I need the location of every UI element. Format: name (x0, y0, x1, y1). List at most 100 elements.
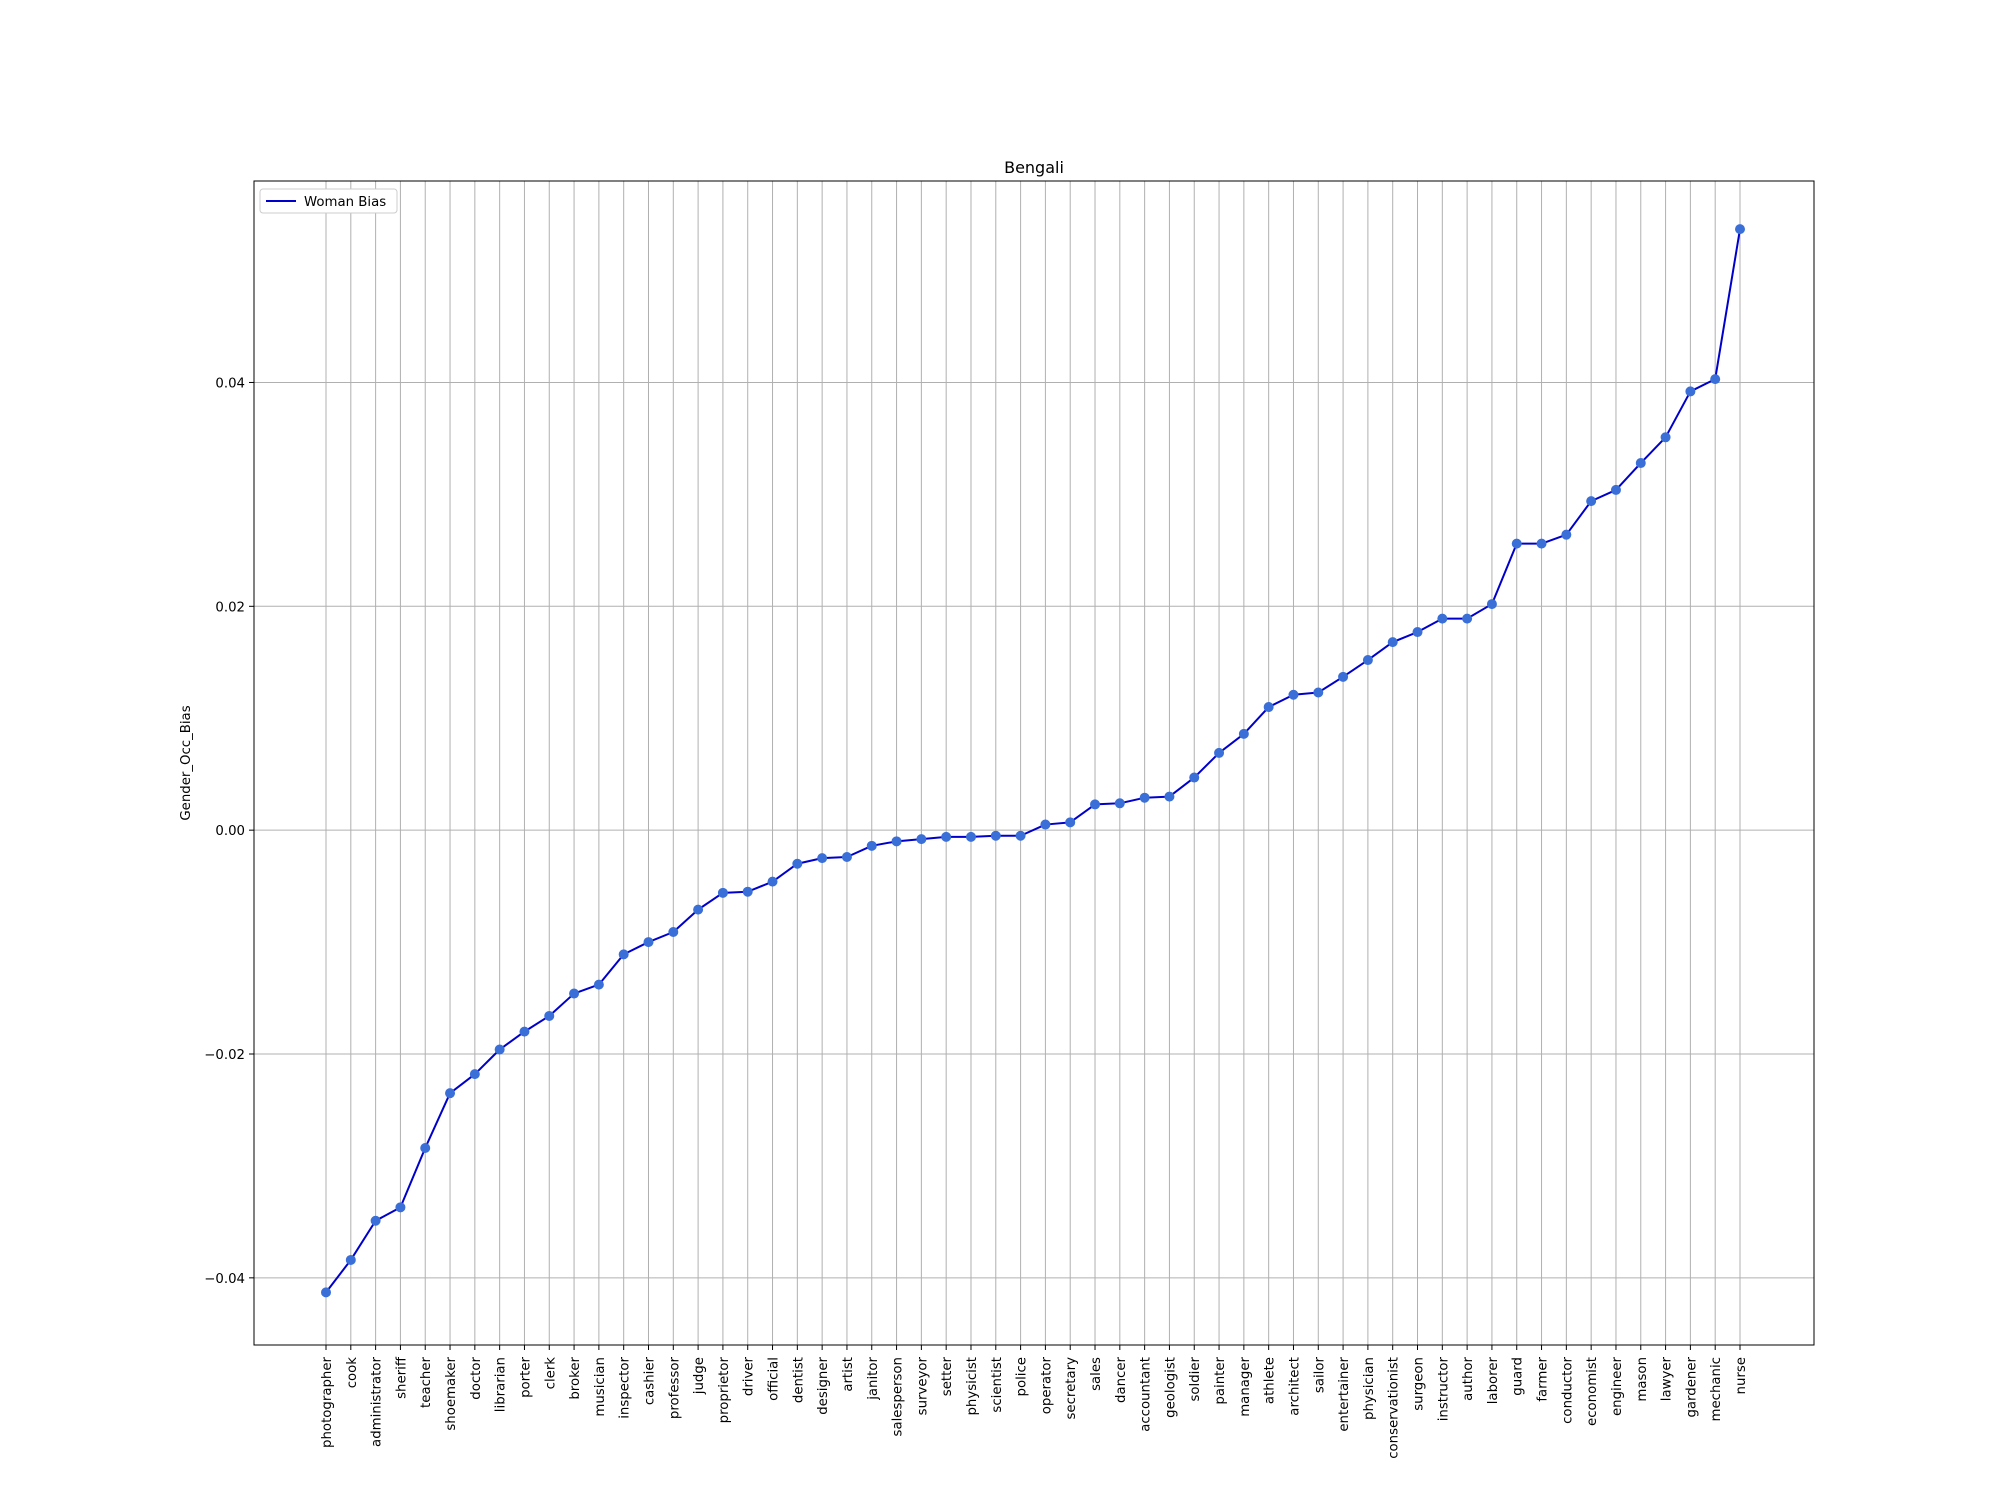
legend-box (259, 188, 398, 214)
x-tick-label: salesperson (891, 1357, 906, 1436)
x-tick-label: sales (1089, 1357, 1104, 1391)
y-tick-label: −0.04 (204, 1272, 245, 1287)
data-point (668, 927, 679, 938)
x-tick-label: artist (841, 1357, 856, 1392)
x-tick-label: setter (940, 1356, 955, 1396)
x-tick-label: designer (816, 1356, 831, 1414)
data-point (1362, 655, 1373, 666)
x-tick-label: dancer (1114, 1356, 1129, 1403)
data-point (1635, 458, 1646, 469)
data-point (519, 1026, 530, 1037)
data-point (1710, 374, 1721, 385)
x-tick-label: author (1461, 1356, 1476, 1400)
x-tick-label: official (767, 1357, 782, 1401)
x-tick-label: instructor (1436, 1356, 1451, 1421)
x-tick-label: doctor (469, 1356, 484, 1399)
data-point (1685, 386, 1696, 397)
data-point (1610, 484, 1621, 495)
data-point (1660, 432, 1671, 443)
data-point (1511, 538, 1522, 549)
data-point (693, 904, 704, 915)
x-tick-label: economist (1585, 1357, 1600, 1426)
data-point (420, 1143, 431, 1154)
x-tick-label: mechanic (1709, 1357, 1724, 1421)
x-tick-label: secretary (1064, 1357, 1079, 1420)
x-tick-label: shoemaker (444, 1356, 459, 1430)
data-point (941, 831, 952, 842)
x-tick-label: laborer (1486, 1356, 1501, 1404)
x-tick-label: painter (1213, 1356, 1228, 1404)
x-tick-label: manager (1238, 1356, 1253, 1416)
data-point (1486, 599, 1497, 610)
y-tick-label: 0.00 (215, 824, 245, 839)
data-point (1387, 637, 1398, 648)
data-point (593, 979, 604, 990)
legend: Woman Bias (259, 188, 398, 214)
series-line-woman-bias (325, 228, 1741, 1294)
data-point (965, 831, 976, 842)
data-point (494, 1044, 505, 1055)
x-tick-label: clerk (543, 1357, 558, 1390)
x-tick-label: cashier (642, 1356, 657, 1405)
data-point (1114, 798, 1125, 809)
x-tick-label: proprietor (717, 1356, 732, 1423)
grid-lines (254, 181, 1814, 1345)
x-tick-label: scientist (990, 1357, 1005, 1413)
data-point (370, 1215, 381, 1226)
legend-label: Woman Bias (304, 195, 386, 210)
x-tick-label: accountant (1139, 1357, 1154, 1432)
x-tick-label: physicist (965, 1357, 980, 1416)
x-tick-label: conductor (1560, 1356, 1575, 1423)
x-tick-label: soldier (1188, 1356, 1203, 1401)
axis-layer: photographer cook administrator sheriff teac… (204, 376, 1749, 1458)
x-tick-label: dentist (791, 1357, 806, 1403)
data-point (1189, 772, 1200, 783)
data-point (891, 836, 902, 847)
data-point (569, 988, 580, 999)
data-point (1735, 224, 1745, 235)
data-point (1040, 819, 1051, 830)
data-point (1263, 702, 1274, 713)
data-point (1164, 791, 1175, 802)
data-point (1214, 747, 1225, 758)
x-tick-label: entertainer (1337, 1356, 1352, 1431)
x-tick-label: librarian (494, 1357, 509, 1412)
x-tick-label: geologist (1163, 1357, 1178, 1418)
x-tick-label: teacher (419, 1356, 434, 1407)
x-tick-label: farmer (1536, 1356, 1551, 1401)
x-tick-label: guard (1511, 1357, 1526, 1396)
data-point (767, 876, 778, 887)
x-tick-label: cook (345, 1357, 360, 1389)
x-tick-label: lawyer (1660, 1356, 1675, 1401)
x-tick-label: broker (568, 1356, 583, 1399)
x-tick-label: judge (692, 1357, 707, 1395)
x-tick-label: mason (1635, 1357, 1650, 1402)
x-tick-label: musician (593, 1357, 608, 1417)
data-point (742, 886, 753, 897)
data-point (618, 949, 629, 960)
x-tick-label: sheriff (394, 1356, 409, 1399)
x-tick-label: photographer (320, 1356, 335, 1447)
data-point (1437, 613, 1448, 624)
y-axis-label: Gender_Occ_Bias (179, 705, 194, 820)
x-tick-label: operator (1039, 1356, 1054, 1414)
x-tick-label: gardener (1684, 1356, 1699, 1417)
data-point (1561, 529, 1572, 540)
data-point (866, 840, 877, 851)
y-tick-label: 0.02 (215, 600, 245, 615)
data-point (643, 937, 654, 948)
data-point (1238, 728, 1249, 739)
x-tick-label: professor (667, 1356, 682, 1419)
data-point (1313, 687, 1324, 698)
y-tick-label: −0.02 (204, 1048, 245, 1063)
data-point (916, 834, 927, 845)
x-tick-label: police (1015, 1357, 1030, 1396)
data-point (1412, 627, 1423, 638)
data-point (1288, 689, 1299, 700)
data-point (1065, 817, 1076, 828)
x-tick-label: engineer (1610, 1356, 1625, 1416)
data-point (1090, 799, 1101, 810)
x-tick-label: inspector (618, 1356, 633, 1418)
